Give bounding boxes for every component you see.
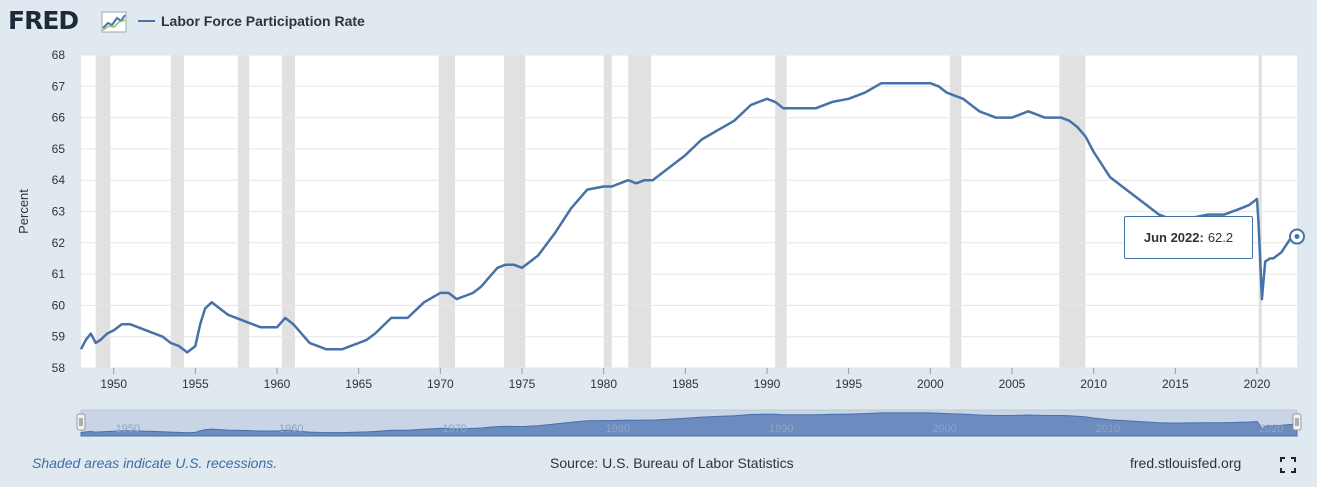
navigator-handle[interactable] [76, 413, 86, 431]
x-tick-label: 1995 [835, 377, 862, 391]
x-tick-label: 1980 [590, 377, 617, 391]
series-line[interactable] [79, 81, 1298, 354]
x-tick-label: 2000 [917, 377, 944, 391]
x-tick-label: 2015 [1162, 377, 1189, 391]
x-tick-label: 2010 [1080, 377, 1107, 391]
navigator-series [80, 412, 1298, 437]
x-tick-label: 1975 [509, 377, 536, 391]
x-tick-label: 1955 [182, 377, 209, 391]
legend-item[interactable]: Labor Force Participation Rate [138, 13, 365, 29]
y-tick-label: 66 [52, 111, 66, 125]
recession-note: Shaded areas indicate U.S. recessions. [32, 455, 278, 471]
y-tick-label: 63 [52, 205, 66, 219]
source-text: Source: U.S. Bureau of Labor Statistics [550, 455, 794, 471]
navigator-tick-label: 1950 [116, 423, 140, 435]
navigator-tick-label: 2000 [932, 423, 956, 435]
y-tick-label: 64 [52, 173, 66, 187]
site-link[interactable]: fred.stlouisfed.org [1130, 455, 1242, 471]
x-tick-label: 1950 [100, 377, 127, 391]
data-tooltip: Jun 2022: 62.2 [1124, 216, 1253, 259]
y-tick-label: 61 [52, 267, 66, 281]
line-graph-icon [101, 11, 127, 33]
navigator-tick-label: 2020 [1259, 423, 1283, 435]
x-tick-label: 1965 [345, 377, 372, 391]
y-tick-label: 62 [52, 236, 66, 250]
navigator-tick-label: 2010 [1096, 423, 1120, 435]
legend-swatch [138, 20, 155, 22]
y-tick-label: 59 [52, 330, 66, 344]
fullscreen-icon[interactable] [1280, 457, 1296, 473]
x-tick-label: 2020 [1244, 377, 1271, 391]
fred-logo[interactable]: FRED [8, 6, 79, 35]
tooltip-value: 62.2 [1207, 230, 1234, 245]
y-axis-label: Percent [16, 189, 31, 234]
x-tick-label: 1985 [672, 377, 699, 391]
x-tick-label: 1970 [427, 377, 454, 391]
navigator-handle[interactable] [1292, 413, 1302, 431]
y-tick-label: 65 [52, 142, 66, 156]
navigator-tick-label: 1990 [769, 423, 793, 435]
hover-point-center [1294, 234, 1300, 240]
line-chart[interactable]: 58 59 60 61 62 63 64 65 66 67 68 1950 1955 1960 1965 19… [0, 44, 1317, 450]
legend-label: Labor Force Participation Rate [161, 13, 365, 29]
navigator-tick-label: 1970 [442, 423, 466, 435]
y-tick-label: 68 [52, 48, 66, 62]
chart-footer: Shaded areas indicate U.S. recessions. S… [0, 450, 1317, 480]
x-tick-label: 1960 [264, 377, 291, 391]
chart-header: FRED Labor Force Participation Rate [0, 0, 1317, 44]
x-tick-label: 1990 [754, 377, 781, 391]
x-tick-label: 2005 [999, 377, 1026, 391]
navigator-tick-label: 1960 [279, 423, 303, 435]
y-tick-label: 67 [52, 79, 66, 93]
navigator-tick-label: 1980 [606, 423, 630, 435]
y-tick-label: 58 [52, 361, 66, 375]
y-tick-label: 60 [52, 298, 66, 312]
tooltip-date: Jun 2022: [1143, 230, 1204, 245]
